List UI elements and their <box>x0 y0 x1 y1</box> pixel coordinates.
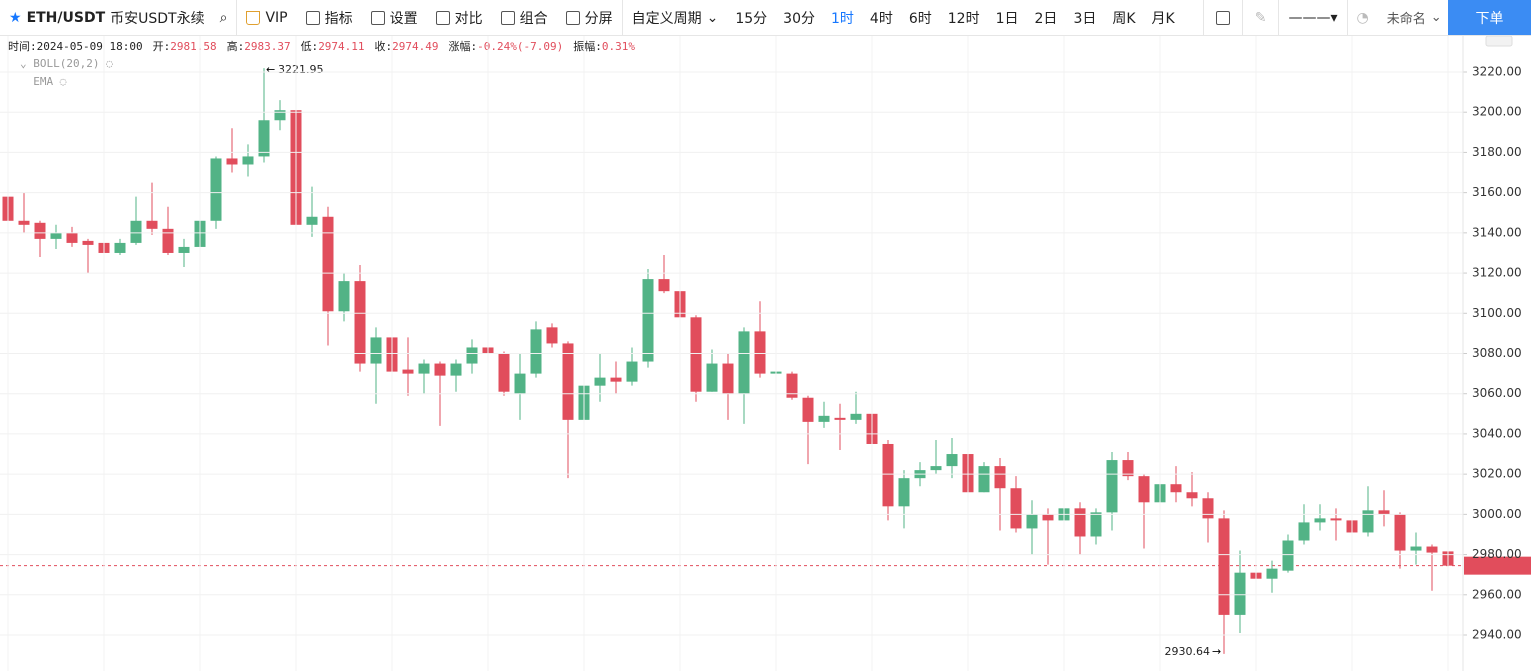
toolbar-button[interactable]: VIP <box>237 8 296 28</box>
buttons: VIP 指标 设置 对比 组合 分屏 <box>237 8 621 28</box>
separator <box>236 0 238 35</box>
button-label: 设置 <box>389 10 418 27</box>
toolbar-button[interactable]: 组合 <box>492 8 557 28</box>
period[interactable]: 月K <box>1151 10 1175 27</box>
y-tick-label: 3120.00 <box>1472 266 1522 280</box>
button-label: 指标 <box>324 10 353 27</box>
custom-period[interactable]: 自定义周期 ⌄ <box>631 9 719 27</box>
period[interactable]: 3日 <box>1073 10 1097 27</box>
info-value: 2981.58 <box>170 40 217 53</box>
order-button[interactable]: 下单 <box>1448 0 1531 35</box>
icon <box>305 10 320 25</box>
y-tick-label: 3060.00 <box>1472 386 1522 400</box>
icon <box>370 10 385 25</box>
separator <box>1278 0 1280 35</box>
toolbar: ★ ETH/USDT 币安USDT永续 ⌕ VIP 指标 设置 对比 组合 分屏 自定义周期 ⌄ … <box>0 0 1531 36</box>
y-tick-label: 2960.00 <box>1472 587 1522 601</box>
y-tick-label: 3100.00 <box>1472 306 1522 320</box>
high-annotation: 3221.95 <box>278 63 324 76</box>
market: 币安USDT永续 <box>110 10 205 27</box>
period[interactable]: 6时 <box>908 10 932 27</box>
period[interactable]: 1时 <box>831 10 854 27</box>
info-value: 2024-05-09 18:00 <box>36 40 143 53</box>
arrow: → <box>1212 645 1221 658</box>
toolbar-button[interactable]: 对比 <box>427 8 492 28</box>
separator <box>621 0 623 35</box>
low-annotation: 2930.64 <box>1165 645 1211 658</box>
toolbar-button[interactable]: 指标 <box>297 8 362 28</box>
separator <box>1241 0 1243 35</box>
y-tick-label: 3140.00 <box>1472 225 1522 239</box>
period[interactable]: 30分 <box>783 10 815 27</box>
y-tick-label: 3000.00 <box>1472 507 1522 521</box>
y-tick-label: 3200.00 <box>1472 105 1522 119</box>
info-label: 收: <box>374 40 393 53</box>
period[interactable]: 15分 <box>735 10 768 27</box>
icon <box>246 10 261 25</box>
button-label: 对比 <box>454 10 483 27</box>
indicator[interactable]: EMA ◌ <box>33 75 67 88</box>
last-price-tag <box>1464 556 1531 575</box>
info-label: 时间: <box>8 40 37 53</box>
info-value: 2974.49 <box>392 40 439 53</box>
y-tick-label: 3160.00 <box>1472 185 1522 199</box>
icon <box>435 10 450 25</box>
separator <box>1346 0 1348 35</box>
icon <box>500 10 515 25</box>
button-label: 组合 <box>519 10 548 27</box>
info-label: 振幅: <box>573 40 602 53</box>
period[interactable]: 1日 <box>995 10 1019 27</box>
y-tick-label: 3220.00 <box>1472 64 1522 78</box>
separator <box>1202 0 1204 35</box>
y-tick-label: 3040.00 <box>1472 426 1522 440</box>
period[interactable]: 12时 <box>947 10 980 27</box>
info-value: 0.31% <box>601 40 635 53</box>
indicator[interactable]: ⌄ BOLL(20,2) ◌ <box>20 57 113 70</box>
pen[interactable]: ✎ <box>1254 9 1267 26</box>
line-style[interactable]: ———▾ <box>1288 9 1338 26</box>
layout-name[interactable]: 未命名 ⌄ <box>1386 10 1442 27</box>
info-label: 涨幅: <box>448 40 478 53</box>
y-tick-label: 2940.00 <box>1472 628 1522 642</box>
y-tick-label: 3180.00 <box>1472 145 1522 159</box>
layout-icon[interactable] <box>1204 10 1242 25</box>
y-tick-label: 2980.00 <box>1472 547 1522 561</box>
chart: 2974.49 →2930.64 ←3221.95 3220.00 3200.00 318… <box>0 36 1531 671</box>
button-label: VIP <box>265 9 288 26</box>
collapse-button[interactable] <box>1485 36 1513 47</box>
symbol-name: ETH/USDT <box>26 9 106 26</box>
symbol[interactable]: ★ ETH/USDT 币安USDT永续 ⌕ <box>9 9 228 27</box>
period[interactable]: 4时 <box>869 10 893 27</box>
info-bar: 时间:2024-05-09 18:00 开:2981.58 高:2983.37 低:2… <box>8 38 645 54</box>
info-label: 开: <box>152 40 171 53</box>
info-value: -0.24%(-7.09) <box>477 40 564 53</box>
info-value: 2974.11 <box>318 40 365 53</box>
info-label: 低: <box>300 40 319 53</box>
info-label: 高: <box>226 40 245 53</box>
periods: 15分 30分 1时 4时 6时 12时 1日 2日 3日 周K 月K <box>727 8 1182 28</box>
y-tick-label: 3080.00 <box>1472 346 1522 360</box>
info-value: 2983.37 <box>244 40 291 53</box>
toolbar-button[interactable]: 设置 <box>362 8 427 28</box>
y-tick-label: 3020.00 <box>1472 467 1522 481</box>
toolbar-button[interactable]: 分屏 <box>557 8 622 28</box>
indicator-name: BOLL(20,2) <box>33 57 100 70</box>
period[interactable]: 2日 <box>1034 10 1058 27</box>
color[interactable]: ◔ <box>1356 9 1369 26</box>
custom-period-label: 自定义周期 <box>631 10 702 27</box>
button-label: 分屏 <box>584 10 613 27</box>
icon <box>565 10 580 25</box>
layout-name-text: 未命名 <box>1386 12 1426 27</box>
arrow: ← <box>266 63 275 76</box>
period[interactable]: 周K <box>1112 10 1136 27</box>
indicator-name: EMA <box>33 75 54 88</box>
